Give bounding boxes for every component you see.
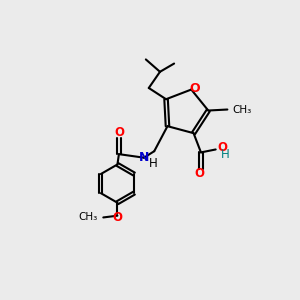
Text: CH₃: CH₃ bbox=[79, 212, 98, 223]
Text: N: N bbox=[139, 151, 149, 164]
Text: CH₃: CH₃ bbox=[233, 104, 252, 115]
Text: O: O bbox=[114, 126, 124, 139]
Text: O: O bbox=[194, 167, 205, 180]
Text: O: O bbox=[112, 211, 122, 224]
Text: H: H bbox=[221, 148, 230, 161]
Text: O: O bbox=[190, 82, 200, 94]
Text: O: O bbox=[217, 142, 227, 154]
Text: H: H bbox=[148, 157, 157, 170]
